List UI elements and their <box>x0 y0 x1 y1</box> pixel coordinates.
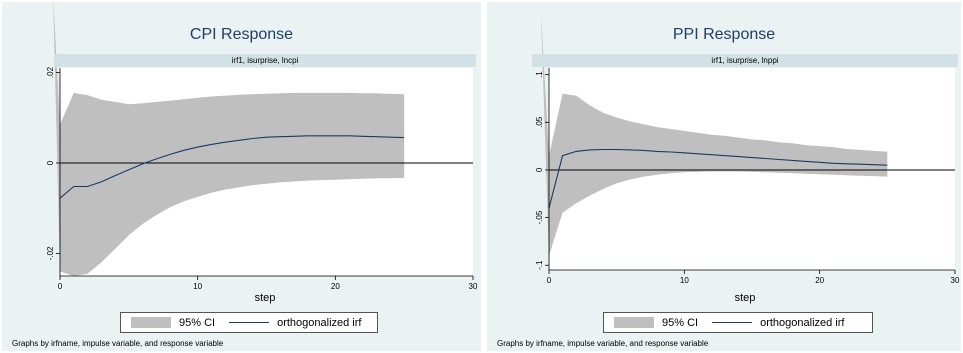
legend-label-irf: orthogonalized irf <box>277 316 362 329</box>
legend-swatch-irf <box>229 322 270 323</box>
y-tick-label: .05 <box>535 116 544 128</box>
chart-panel-ppi: 0 10 20 30 -.1 -.05 0 .05 .1 PPI Response irf1, … <box>487 2 961 351</box>
ci-band <box>540 12 888 256</box>
chart-legend: 95% CI orthogonalized irf <box>603 312 873 333</box>
chart-legend: 95% CI orthogonalized irf <box>120 312 378 333</box>
y-tick-label: .02 <box>46 66 55 78</box>
legend-label-ci: 95% CI <box>662 316 699 329</box>
y-tick-label: .1 <box>535 71 544 78</box>
chart-title: CPI Response <box>189 26 294 43</box>
y-tick-label: -.05 <box>535 210 544 224</box>
legend-swatch-irf <box>712 322 753 323</box>
panel-subtitle-strip: irf1, isurprise, lnppi <box>532 54 958 67</box>
y-tick-label: -.1 <box>535 260 544 270</box>
cpi-chart-svg: 0 10 20 30 -.02 0 .02 <box>46 2 478 291</box>
y-tick-label: 0 <box>46 160 55 165</box>
legend-label-irf: orthogonalized irf <box>760 316 845 329</box>
x-tick-label: 30 <box>951 276 960 285</box>
y-tick-label: -.02 <box>46 246 55 260</box>
x-axis-label: step <box>734 292 756 304</box>
chart-title: PPI Response <box>672 26 776 43</box>
irf-line <box>59 135 405 199</box>
x-tick-label: 10 <box>680 276 689 285</box>
chart-note: Graphs by irfname, impulse variable, and… <box>12 339 224 348</box>
ci-band <box>53 2 405 276</box>
x-tick-label: 20 <box>815 276 824 285</box>
legend-swatch-ci <box>614 317 654 328</box>
x-tick-label: 0 <box>547 276 552 285</box>
ppi-chart-svg: 0 10 20 30 -.1 -.05 0 .05 .1 <box>535 12 960 285</box>
irf-line <box>548 148 888 209</box>
chart-panel-cpi: 0 10 20 30 -.02 0 .02 CPI Response irf1, isurp… <box>2 2 481 351</box>
panel-subtitle-strip: irf1, isurprise, lncpi <box>54 54 476 67</box>
x-tick-label: 0 <box>58 282 63 291</box>
x-tick-label: 20 <box>331 282 340 291</box>
x-axis-label: step <box>254 292 276 304</box>
y-tick-label: 0 <box>535 167 544 172</box>
x-tick-label: 10 <box>193 282 202 291</box>
chart-note: Graphs by irfname, impulse variable, and… <box>497 339 709 348</box>
legend-swatch-ci <box>131 317 171 328</box>
legend-label-ci: 95% CI <box>179 316 216 329</box>
x-tick-label: 30 <box>469 282 478 291</box>
